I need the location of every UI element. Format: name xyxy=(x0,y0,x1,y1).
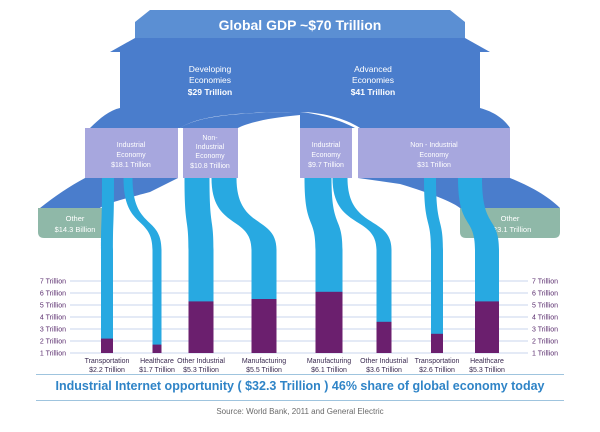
value-bar xyxy=(315,291,343,353)
category-amount: $2.2 Trillion xyxy=(89,367,125,374)
advanced-line2: Economies xyxy=(352,75,394,85)
advanced-economies-box xyxy=(300,52,480,108)
gridlines xyxy=(70,280,528,354)
value-bar xyxy=(475,301,499,353)
developing-line3: $29 Trillion xyxy=(188,87,232,97)
developing-line1: Developing xyxy=(189,64,232,74)
other-right-line1: Other xyxy=(501,214,520,223)
global-gdp-label: Global GDP ~$70 Trillion xyxy=(219,17,382,33)
category-amount: $5.3 Trillion xyxy=(183,367,219,374)
dev-non-industrial-line2: Industrial xyxy=(196,144,225,151)
other-left-line1: Other xyxy=(66,214,85,223)
advanced-flow-left xyxy=(300,112,355,128)
developing-flow xyxy=(90,108,300,128)
category-amount: $5.5 Trillion xyxy=(246,367,282,374)
flow-stream xyxy=(332,178,392,353)
banner-bottom-rule xyxy=(36,400,564,401)
dev-non-industrial-line1: Non- xyxy=(202,135,218,142)
y-axis-ticks: 7 Trillion 7 Trillion 6 Trillion 6 Trillion… xyxy=(40,279,558,358)
y-tick-left: 2 Trillion xyxy=(40,339,66,346)
other-left-line2: $14.3 Billion xyxy=(55,225,96,234)
other-right-line2: $23.1 Trillion xyxy=(489,225,532,234)
category-name: Other Industrial xyxy=(177,358,225,365)
dev-industrial-line1: Industrial xyxy=(117,142,146,149)
flow-stream xyxy=(101,178,114,353)
dev-industrial-line2: Economy xyxy=(116,152,146,159)
developing-flow-right xyxy=(180,112,300,128)
global-gdp-box xyxy=(135,10,465,38)
advanced-line1: Advanced xyxy=(354,64,392,74)
category-name: Other Industrial xyxy=(360,358,408,365)
adv-non-industrial-line2: Economy xyxy=(419,152,449,159)
adv-industrial-line1: Industrial xyxy=(312,142,341,149)
dev-industrial-line3: $18.1 Trillion xyxy=(111,162,151,169)
adv-non-industrial-line3: $31 Trillion xyxy=(417,162,451,169)
y-tick-left: 7 Trillion xyxy=(40,279,66,286)
y-tick-right: 3 Trillion xyxy=(532,327,558,334)
flow-stream xyxy=(123,178,162,353)
category-name: Healthcare xyxy=(140,358,174,365)
flow-streams xyxy=(101,178,499,353)
category-amount: $5.3 Trillion xyxy=(469,367,505,374)
adv-non-industrial-line1: Non - Industrial xyxy=(410,142,458,149)
value-bar xyxy=(376,321,392,353)
banner-text: Industrial Internet opportunity ( $32.3 … xyxy=(55,379,545,393)
developing-line2: Economies xyxy=(189,75,231,85)
dev-industrial-box xyxy=(85,128,178,178)
flow-stream xyxy=(424,178,443,353)
category-amount: $1.7 Trillion xyxy=(139,367,175,374)
value-bar xyxy=(152,344,162,353)
y-tick-right: 7 Trillion xyxy=(532,279,558,286)
adv-industrial-line2: Economy xyxy=(311,152,341,159)
y-tick-right: 5 Trillion xyxy=(532,303,558,310)
category-amount: $2.6 Trillion xyxy=(419,367,455,374)
value-bar xyxy=(101,338,113,353)
y-tick-right: 4 Trillion xyxy=(532,315,558,322)
adv-industrial-line3: $9.7 Trillion xyxy=(308,162,344,169)
developing-economies-box xyxy=(120,52,300,108)
category-name: Healthcare xyxy=(470,358,504,365)
y-tick-left: 4 Trillion xyxy=(40,315,66,322)
y-tick-left: 3 Trillion xyxy=(40,327,66,334)
adv-non-industrial-box xyxy=(358,128,510,178)
value-bar xyxy=(188,301,214,353)
y-tick-right: 6 Trillion xyxy=(532,291,558,298)
y-tick-right: 2 Trillion xyxy=(532,339,558,346)
source-text: Source: World Bank, 2011 and General Ele… xyxy=(216,407,384,416)
category-name: Manufacturing xyxy=(307,358,351,365)
category-name: Manufacturing xyxy=(242,358,286,365)
top-trunk xyxy=(110,38,490,52)
dev-non-industrial-line3: Economy xyxy=(195,153,225,160)
category-name: Transportation xyxy=(85,358,130,365)
other-left-box xyxy=(38,208,112,238)
y-tick-left: 1 Trillion xyxy=(40,351,66,358)
y-tick-left: 5 Trillion xyxy=(40,303,66,310)
category-amount: $6.1 Trillion xyxy=(311,367,347,374)
dev-non-industrial-line4: $10.8 Trillion xyxy=(190,163,230,170)
advanced-flow xyxy=(300,108,510,128)
category-labels: Transportation $2.2 Trillion Healthcare $1.… xyxy=(85,358,505,374)
y-tick-left: 6 Trillion xyxy=(40,291,66,298)
y-tick-right: 1 Trillion xyxy=(532,351,558,358)
category-amount: $3.6 Trillion xyxy=(366,367,402,374)
adv-industrial-box xyxy=(300,128,352,178)
value-bars xyxy=(101,291,499,353)
value-bar xyxy=(431,333,443,353)
value-bar xyxy=(251,299,277,353)
category-name: Transportation xyxy=(415,358,460,365)
advanced-line3: $41 Trillion xyxy=(351,87,395,97)
banner-top-rule xyxy=(36,374,564,375)
dev-non-industrial-box xyxy=(183,128,238,178)
